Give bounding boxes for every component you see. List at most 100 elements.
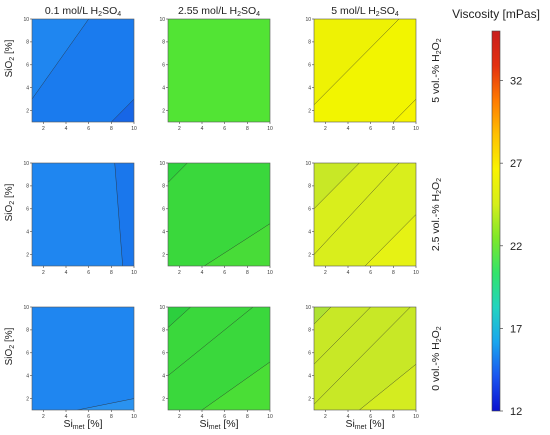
- y-tick-label: 2: [26, 108, 29, 114]
- row-title-r1: 5 vol.-% H2O2: [430, 38, 443, 103]
- x-tick-label: 8: [110, 126, 113, 132]
- contour-line: [314, 307, 332, 325]
- row-titles: 5 vol.-% H2O2 2.5 vol.-% H2O2 0 vol.-% H2O…: [430, 38, 443, 391]
- y-tick-label: 4: [162, 229, 165, 235]
- y-tick-label: 2: [162, 108, 165, 114]
- heatmap-panel: 2 4 6 8 10 2 4 6 8 10: [23, 305, 137, 420]
- x-tick-label: 4: [65, 126, 68, 132]
- contour-line: [314, 19, 400, 106]
- y-tick-label: 10: [159, 17, 165, 23]
- x-tick-label: 4: [201, 270, 204, 276]
- y-tick-label: 2: [26, 252, 29, 258]
- x-tick-label: 8: [392, 126, 395, 132]
- row-title-r2: 2.5 vol.-% H2O2: [430, 178, 443, 251]
- contour-line: [201, 361, 270, 410]
- x-tick-label: 10: [413, 126, 419, 132]
- x-axis-label: Simet [%]: [199, 418, 238, 431]
- contour-line: [393, 98, 416, 122]
- x-tick-label: 10: [131, 414, 137, 420]
- y-axis-label: SiO2 [%]: [4, 39, 16, 77]
- y-tick-label: 8: [308, 184, 311, 190]
- x-tick-label: 4: [65, 414, 68, 420]
- y-tick-label: 10: [23, 305, 29, 311]
- colorbar-tick-label: 27: [510, 158, 522, 170]
- x-tick-label: 2: [178, 126, 181, 132]
- heatmap-panel: 2 4 6 8 10 2 4 6 8 10: [159, 305, 273, 420]
- panel-frame: [313, 18, 417, 123]
- panel-background: [168, 19, 270, 122]
- heatmap-panel: 2 4 6 8 10 2 4 6 8 10: [159, 17, 273, 132]
- colorbar-gradient: [491, 30, 501, 412]
- y-tick-label: 10: [305, 17, 311, 23]
- heatmap-panel: 2 4 6 8 10 2 4 6 8 10: [23, 17, 137, 132]
- y-tick-label: 8: [162, 328, 165, 334]
- contour-line: [32, 19, 89, 100]
- panel-frame: [31, 18, 135, 123]
- x-tick-label: 4: [65, 270, 68, 276]
- x-tick-label: 6: [223, 126, 226, 132]
- y-tick-label: 4: [308, 373, 311, 379]
- heatmap-panel: 2 4 6 8 10 2 4 6 8 10: [305, 305, 419, 420]
- x-tick-label: 10: [267, 126, 273, 132]
- y-tick-label: 6: [26, 207, 29, 213]
- contour-line: [114, 163, 123, 266]
- heatmap-panel: 2 4 6 8 10 2 4 6 8 10: [305, 161, 419, 276]
- y-tick-label: 8: [162, 40, 165, 46]
- y-tick-label: 8: [162, 184, 165, 190]
- y-tick-label: 6: [162, 351, 165, 357]
- contour-line: [168, 307, 254, 376]
- y-tick-label: 10: [305, 161, 311, 167]
- y-tick-label: 10: [305, 305, 311, 311]
- x-tick-label: 2: [178, 270, 181, 276]
- contour-line: [314, 163, 360, 209]
- y-tick-label: 4: [162, 373, 165, 379]
- panel-frame: [313, 162, 417, 267]
- x-tick-label: 6: [223, 270, 226, 276]
- contour-line: [364, 214, 416, 266]
- y-tick-label: 2: [26, 396, 29, 402]
- colorbar-tick-label: 12: [510, 406, 522, 418]
- y-tick-label: 4: [308, 229, 311, 235]
- x-tick-label: 4: [201, 414, 204, 420]
- y-tick-label: 8: [26, 184, 29, 190]
- y-tick-label: 6: [26, 63, 29, 69]
- panel-frame: [31, 306, 135, 411]
- panel-frame: [31, 162, 135, 267]
- panel-frame: [167, 306, 271, 411]
- x-tick-label: 10: [267, 270, 273, 276]
- x-tick-label: 6: [369, 126, 372, 132]
- y-tick-label: 6: [26, 351, 29, 357]
- y-tick-label: 4: [26, 373, 29, 379]
- panels-layer: 2 4 6 8 10 2 4 6 8 10 2 4 6 8 10 2 4 6 8 10 2 4 6 8 10 2 4 6 8 10 2 4 6 8…: [23, 17, 419, 420]
- x-tick-label: 2: [324, 414, 327, 420]
- y-tick-label: 8: [308, 40, 311, 46]
- column-titles: 0.1 mol/L H2SO4 2.55 mol/L H2SO4 5 mol/L H…: [45, 5, 399, 18]
- colorbar-tick-label: 17: [510, 323, 522, 335]
- y-tick-label: 2: [308, 252, 311, 258]
- x-tick-label: 2: [324, 270, 327, 276]
- y-tick-label: 2: [308, 396, 311, 402]
- contour-line: [204, 223, 270, 266]
- x-tick-label: 8: [392, 414, 395, 420]
- contour-region: [114, 163, 134, 266]
- x-tick-label: 8: [246, 126, 249, 132]
- panel-frame: [313, 306, 417, 411]
- x-tick-label: 6: [369, 270, 372, 276]
- y-tick-label: 4: [308, 85, 311, 91]
- heatmap-panel: 2 4 6 8 10 2 4 6 8 10: [159, 161, 273, 276]
- panel-background: [32, 307, 134, 410]
- y-axis-label: SiO2 [%]: [4, 327, 16, 365]
- x-tick-label: 8: [246, 414, 249, 420]
- contour-line: [314, 307, 411, 405]
- x-axis-label: Simet [%]: [345, 418, 384, 431]
- x-tick-label: 6: [87, 270, 90, 276]
- colorbar-title: Viscosity [mPas]: [452, 7, 540, 21]
- y-tick-label: 2: [308, 108, 311, 114]
- y-tick-label: 2: [162, 252, 165, 258]
- x-tick-label: 2: [42, 270, 45, 276]
- y-tick-label: 6: [308, 351, 311, 357]
- contour-line: [314, 307, 371, 365]
- x-tick-label: 8: [110, 414, 113, 420]
- y-tick-label: 6: [308, 207, 311, 213]
